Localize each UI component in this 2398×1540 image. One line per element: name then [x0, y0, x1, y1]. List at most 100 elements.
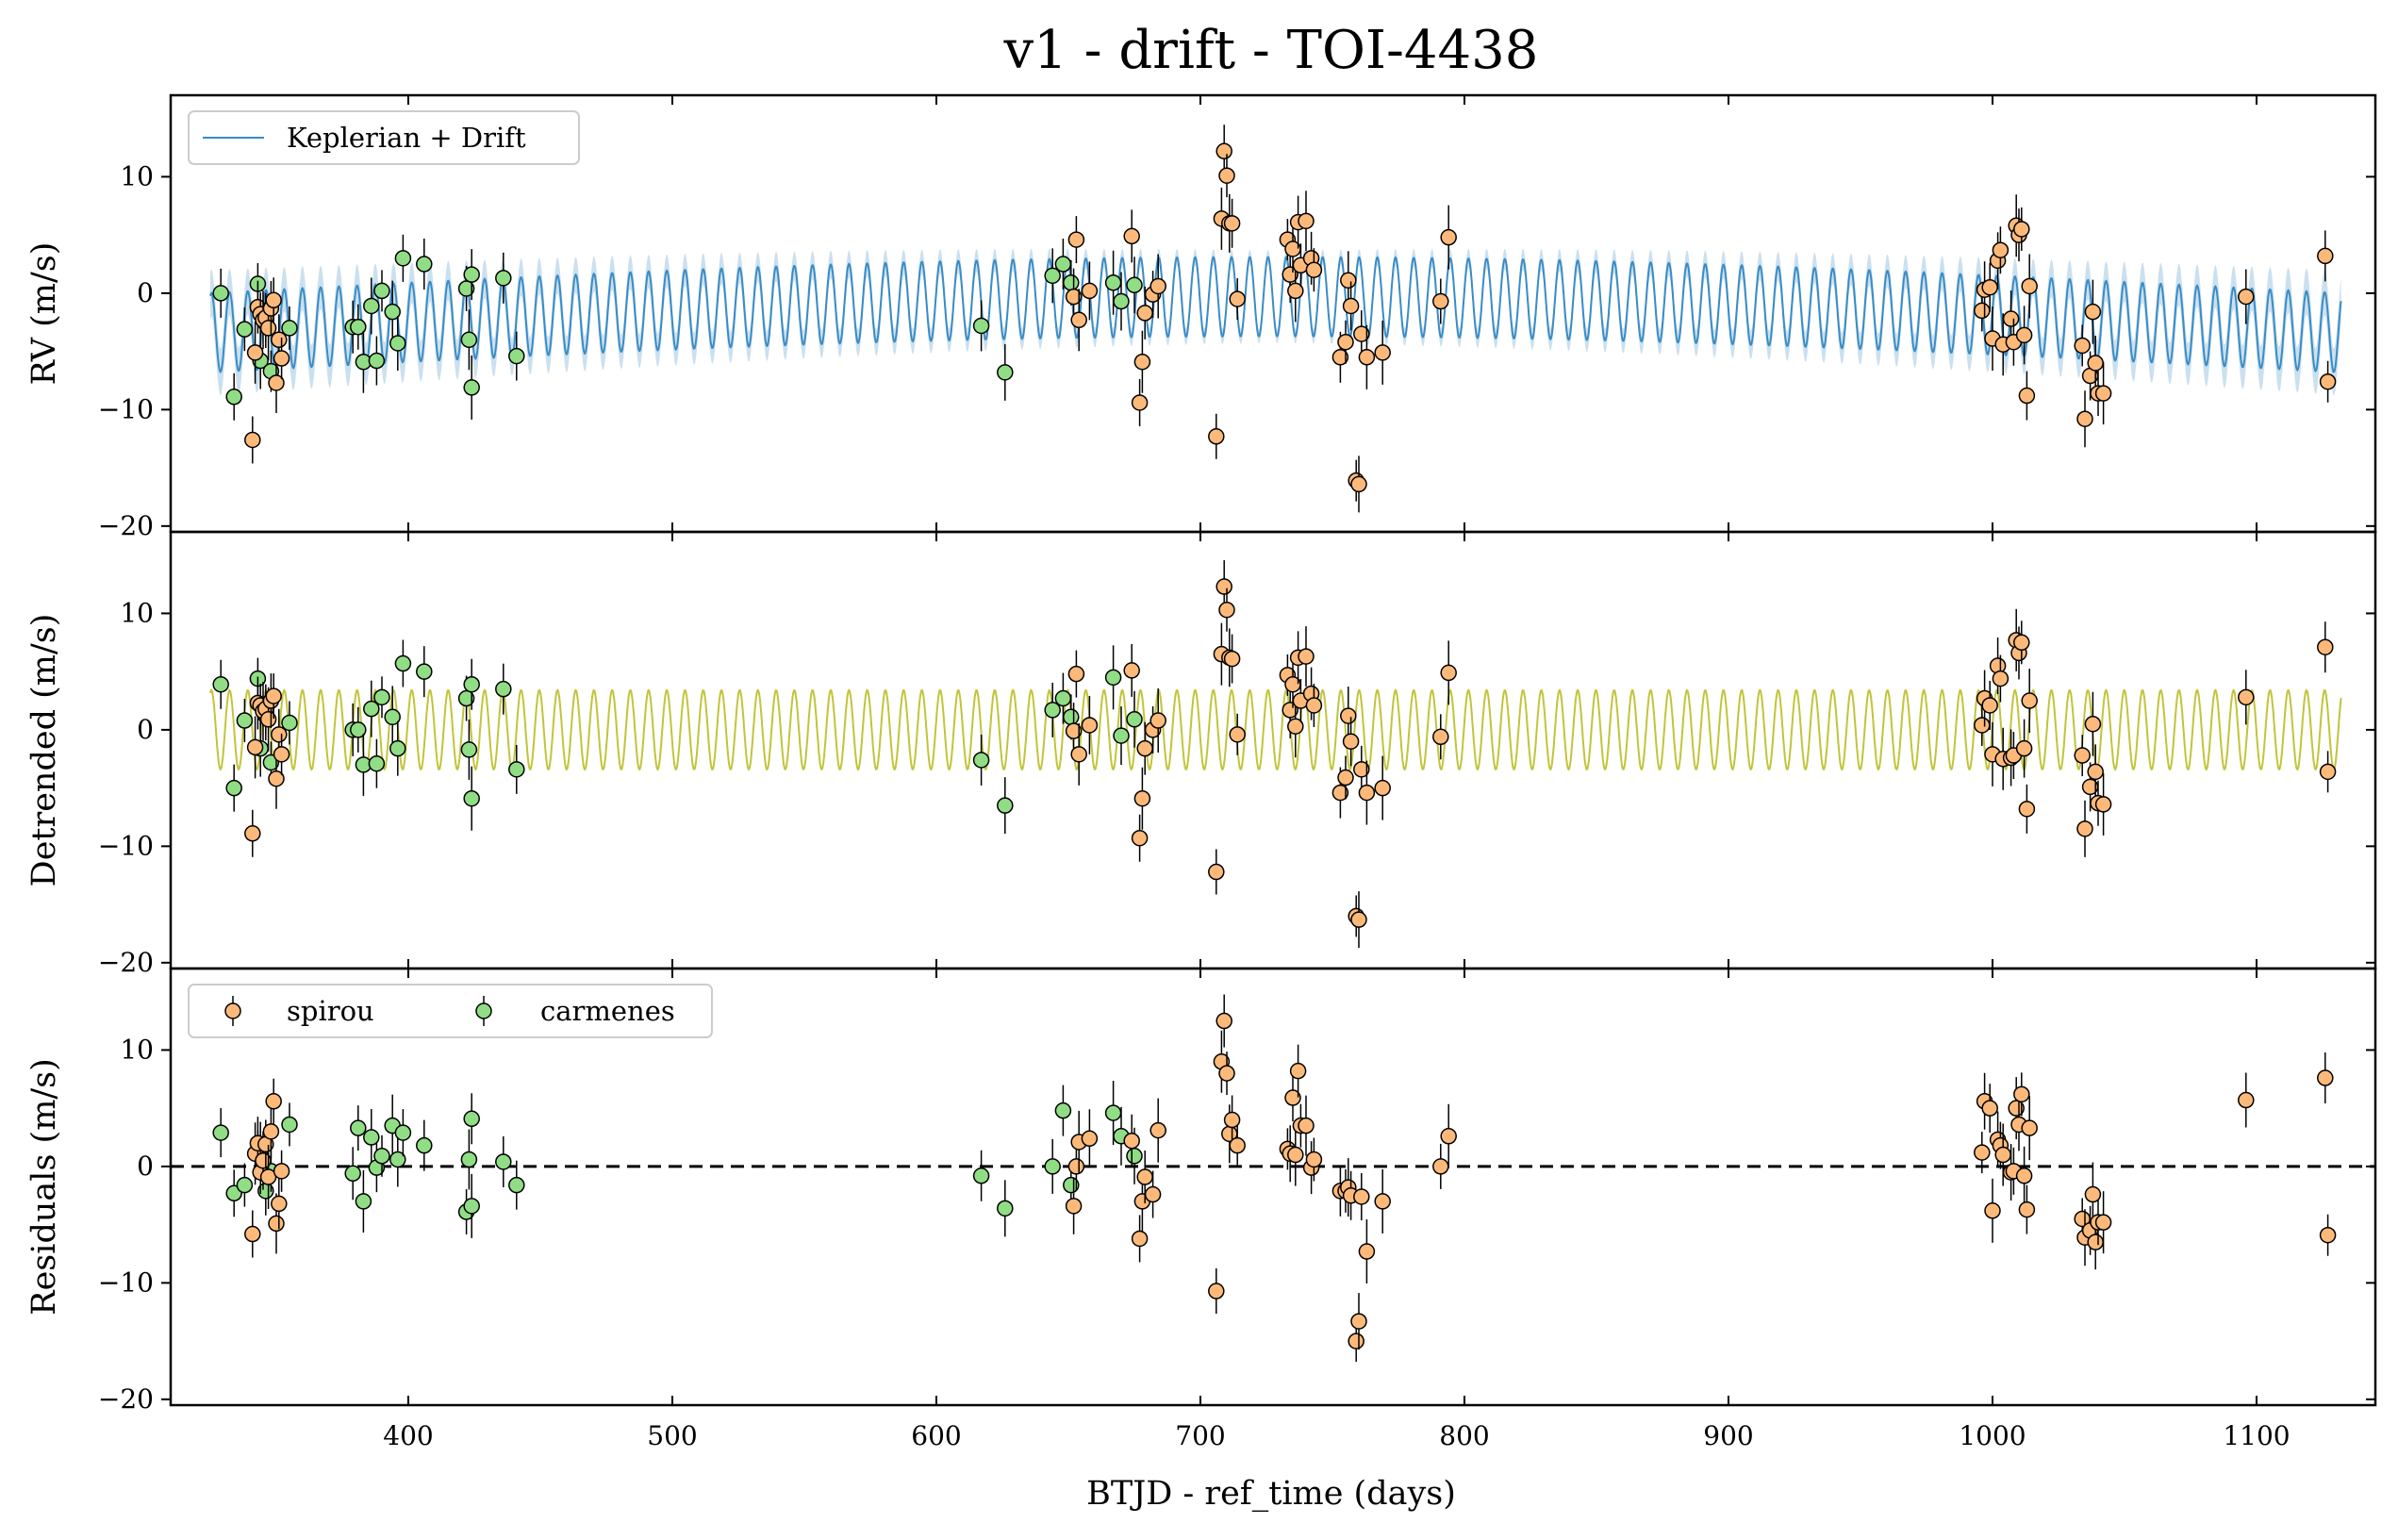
spirou-point	[1992, 241, 2009, 258]
spirou-point	[1081, 1130, 1099, 1148]
carmenes-point	[508, 761, 525, 778]
carmenes-point	[463, 789, 480, 807]
spirou-point	[2319, 373, 2337, 390]
x-tick-label: 900	[1703, 1420, 1753, 1451]
carmenes-point	[394, 1124, 412, 1141]
carmenes-point	[457, 689, 475, 707]
spirou-point	[1136, 305, 1153, 322]
carmenes-point	[495, 270, 512, 287]
spirou-point	[244, 431, 261, 449]
spirou-point	[1282, 702, 1298, 719]
carmenes-point	[463, 1110, 480, 1128]
carmenes-point	[225, 779, 242, 797]
spirou-point	[1974, 717, 1991, 734]
carmenes-point	[463, 675, 480, 693]
spirou-point	[1131, 394, 1149, 411]
spirou-point	[1289, 1062, 1307, 1080]
spirou-point	[1981, 697, 1998, 714]
spirou-point	[1340, 272, 1357, 290]
spirou-point	[1229, 1136, 1246, 1154]
spirou-point	[1144, 1185, 1162, 1203]
carmenes-point	[389, 1151, 406, 1168]
spirou-point	[1208, 863, 1225, 881]
spirou-point	[1149, 1121, 1166, 1139]
spirou-point	[1992, 670, 2009, 687]
carmenes-point	[1104, 1104, 1122, 1121]
y-tick-label: 10	[120, 160, 154, 191]
spirou-point	[259, 320, 277, 337]
carmenes-point	[1126, 276, 1143, 294]
spirou-point	[1374, 1193, 1391, 1210]
carmenes-point	[350, 318, 367, 336]
carmenes-point	[236, 712, 254, 729]
carmenes-point	[281, 320, 298, 337]
spirou-point	[1208, 428, 1225, 445]
y-tick-label: 0	[137, 714, 154, 745]
spirou-point	[271, 1195, 288, 1213]
carmenes-point	[389, 739, 406, 757]
legend-spirou-swatch	[224, 1002, 241, 1019]
y-tick-label: −10	[98, 830, 154, 861]
y-tick-label: −10	[98, 393, 154, 424]
spirou-point	[1136, 739, 1153, 757]
spirou-point	[2084, 715, 2102, 733]
carmenes-point	[1113, 292, 1130, 310]
x-axis-label: BTJD - ref_time (days)	[1086, 1475, 1456, 1513]
spirou-point	[265, 1093, 282, 1110]
carmenes-point	[1104, 669, 1122, 687]
y-tick-label: −10	[98, 1267, 154, 1298]
x-tick-label: 1100	[2223, 1420, 2290, 1451]
spirou-point	[1358, 1243, 1376, 1260]
spirou-point	[1065, 1198, 1083, 1215]
spirou-point	[1981, 278, 1998, 296]
spirou-point	[1123, 227, 1140, 245]
legend-carmenes-swatch	[475, 1002, 492, 1019]
carmenes-point	[997, 364, 1014, 381]
legend-box	[188, 110, 580, 165]
spirou-point	[2015, 1167, 2033, 1184]
carmenes-point	[997, 797, 1014, 814]
spirou-point	[1223, 215, 1241, 232]
spirou-point	[1229, 726, 1246, 743]
spirou-point	[1440, 228, 1457, 246]
legend-spirou-label: spirou	[287, 995, 374, 1027]
spirou-point	[1974, 302, 1991, 320]
carmenes-point	[389, 335, 406, 352]
spirou-point	[1223, 1111, 1241, 1129]
carmenes-point	[1044, 1158, 1061, 1175]
spirou-point	[2076, 820, 2093, 837]
spirou-point	[1374, 779, 1391, 797]
spirou-point	[1432, 292, 1449, 310]
carmenes-point	[972, 1167, 990, 1184]
panel-residuals: 10 0 −10 −20 400 500 600 700 800 900 1000 1100 Resid…	[25, 967, 2377, 1451]
spirou-point	[1287, 1146, 1304, 1164]
spirou-point	[1131, 1230, 1149, 1248]
carmenes-point	[1054, 1101, 1072, 1119]
spirou-point	[1070, 746, 1087, 763]
carmenes-point	[1063, 274, 1080, 291]
y-tick-label: 10	[120, 597, 154, 628]
spirou-point	[2013, 1085, 2030, 1103]
spirou-point	[2076, 410, 2093, 427]
spirou-point	[244, 825, 261, 842]
spirou-point	[1298, 1117, 1315, 1134]
x-tick-label: 600	[911, 1420, 961, 1451]
spirou-point	[1287, 718, 1304, 735]
y-axis-label: Detrended (m/s)	[25, 614, 63, 887]
model-line	[209, 256, 2342, 373]
spirou-point	[1353, 1188, 1370, 1205]
carmenes-point	[368, 754, 386, 772]
spirou-point	[1984, 1202, 2001, 1219]
spirou-point	[265, 291, 282, 309]
y-tick-label: −20	[98, 947, 154, 978]
spirou-point	[1994, 1146, 2011, 1164]
carmenes-point	[394, 250, 412, 267]
carmenes-point	[997, 1200, 1014, 1217]
spirou-point	[2094, 385, 2112, 402]
carmenes-point	[373, 688, 390, 706]
carmenes-point	[368, 352, 386, 370]
spirou-point	[1218, 167, 1235, 184]
spirou-point	[2317, 247, 2334, 265]
spirou-point	[1070, 311, 1087, 329]
